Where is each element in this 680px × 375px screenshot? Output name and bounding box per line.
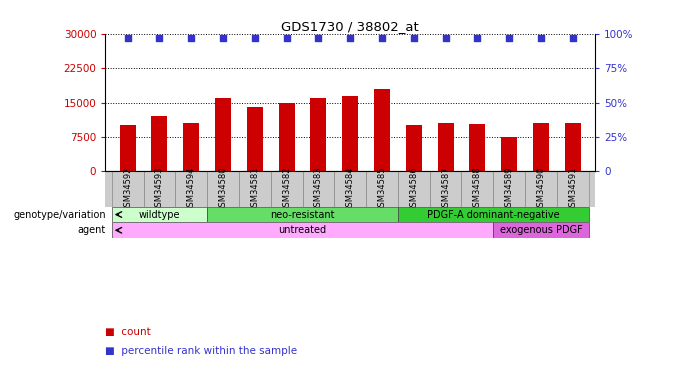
Text: agent: agent xyxy=(78,225,106,235)
Point xyxy=(281,35,292,41)
Bar xyxy=(406,126,422,171)
Bar xyxy=(374,89,390,171)
Bar xyxy=(112,171,143,207)
Bar xyxy=(430,171,462,207)
Point xyxy=(122,35,133,41)
Text: GSM34580: GSM34580 xyxy=(218,166,228,212)
Text: GSM34586: GSM34586 xyxy=(409,166,418,212)
Point xyxy=(472,35,483,41)
Point xyxy=(218,35,228,41)
Point xyxy=(440,35,451,41)
Bar xyxy=(493,171,525,207)
Text: wildtype: wildtype xyxy=(139,210,180,219)
Bar xyxy=(239,171,271,207)
Bar xyxy=(311,98,326,171)
Text: untreated: untreated xyxy=(278,225,326,235)
Point xyxy=(186,35,197,41)
Bar xyxy=(493,222,589,238)
Text: GSM34583: GSM34583 xyxy=(314,166,323,212)
Bar xyxy=(501,137,517,171)
Point xyxy=(504,35,515,41)
Text: GSM34589: GSM34589 xyxy=(505,166,513,212)
Text: GSM34585: GSM34585 xyxy=(377,166,386,212)
Text: ■  count: ■ count xyxy=(105,327,151,337)
Point xyxy=(313,35,324,41)
Bar xyxy=(565,123,581,171)
Bar xyxy=(207,207,398,222)
Point xyxy=(409,35,420,41)
Text: genotype/variation: genotype/variation xyxy=(14,210,106,219)
Text: GSM34588: GSM34588 xyxy=(473,166,482,212)
Bar xyxy=(215,98,231,171)
Bar xyxy=(557,171,589,207)
Bar xyxy=(366,171,398,207)
Bar xyxy=(112,207,207,222)
Bar xyxy=(271,171,303,207)
Point xyxy=(345,35,356,41)
Text: GSM34593: GSM34593 xyxy=(155,166,164,212)
Bar xyxy=(398,171,430,207)
Bar xyxy=(152,116,167,171)
Title: GDS1730 / 38802_at: GDS1730 / 38802_at xyxy=(282,20,419,33)
Bar xyxy=(184,123,199,171)
Point xyxy=(567,35,578,41)
Text: PDGF-A dominant-negative: PDGF-A dominant-negative xyxy=(427,210,560,219)
Text: GSM34594: GSM34594 xyxy=(187,166,196,211)
Bar xyxy=(525,171,557,207)
Bar xyxy=(469,124,486,171)
Bar xyxy=(143,171,175,207)
Bar xyxy=(175,171,207,207)
Text: exogenous PDGF: exogenous PDGF xyxy=(500,225,582,235)
Bar xyxy=(112,222,493,238)
Bar xyxy=(207,171,239,207)
Bar xyxy=(335,171,366,207)
Text: GSM34584: GSM34584 xyxy=(345,166,355,212)
Point xyxy=(536,35,547,41)
Bar xyxy=(247,107,262,171)
Bar xyxy=(398,207,589,222)
Bar xyxy=(533,123,549,171)
Point xyxy=(250,35,260,41)
Point xyxy=(154,35,165,41)
Bar xyxy=(303,171,335,207)
Text: GSM34581: GSM34581 xyxy=(250,166,259,212)
Point xyxy=(377,35,388,41)
Bar xyxy=(342,96,358,171)
Text: GSM34592: GSM34592 xyxy=(123,166,132,211)
Bar xyxy=(438,123,454,171)
Text: GSM34582: GSM34582 xyxy=(282,166,291,212)
Bar xyxy=(279,104,294,171)
Text: GSM34587: GSM34587 xyxy=(441,166,450,212)
Text: ■  percentile rank within the sample: ■ percentile rank within the sample xyxy=(105,346,298,355)
Bar xyxy=(462,171,493,207)
Text: neo-resistant: neo-resistant xyxy=(270,210,335,219)
Text: GSM34590: GSM34590 xyxy=(537,166,545,211)
Text: GSM34591: GSM34591 xyxy=(568,166,577,211)
Bar xyxy=(120,126,135,171)
